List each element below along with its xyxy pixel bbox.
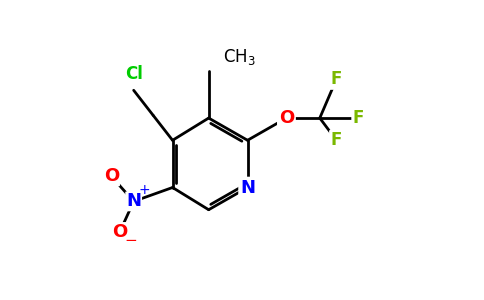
Text: O: O — [112, 223, 127, 241]
Text: O: O — [279, 109, 294, 127]
Text: N: N — [126, 192, 141, 210]
Text: O: O — [104, 167, 119, 185]
Text: N: N — [240, 178, 255, 196]
Text: F: F — [331, 131, 342, 149]
Text: F: F — [353, 109, 364, 127]
Text: Cl: Cl — [125, 64, 143, 82]
Text: −: − — [124, 233, 137, 248]
Text: F: F — [331, 70, 342, 88]
Text: CH$_3$: CH$_3$ — [223, 47, 256, 67]
Text: +: + — [139, 183, 151, 197]
